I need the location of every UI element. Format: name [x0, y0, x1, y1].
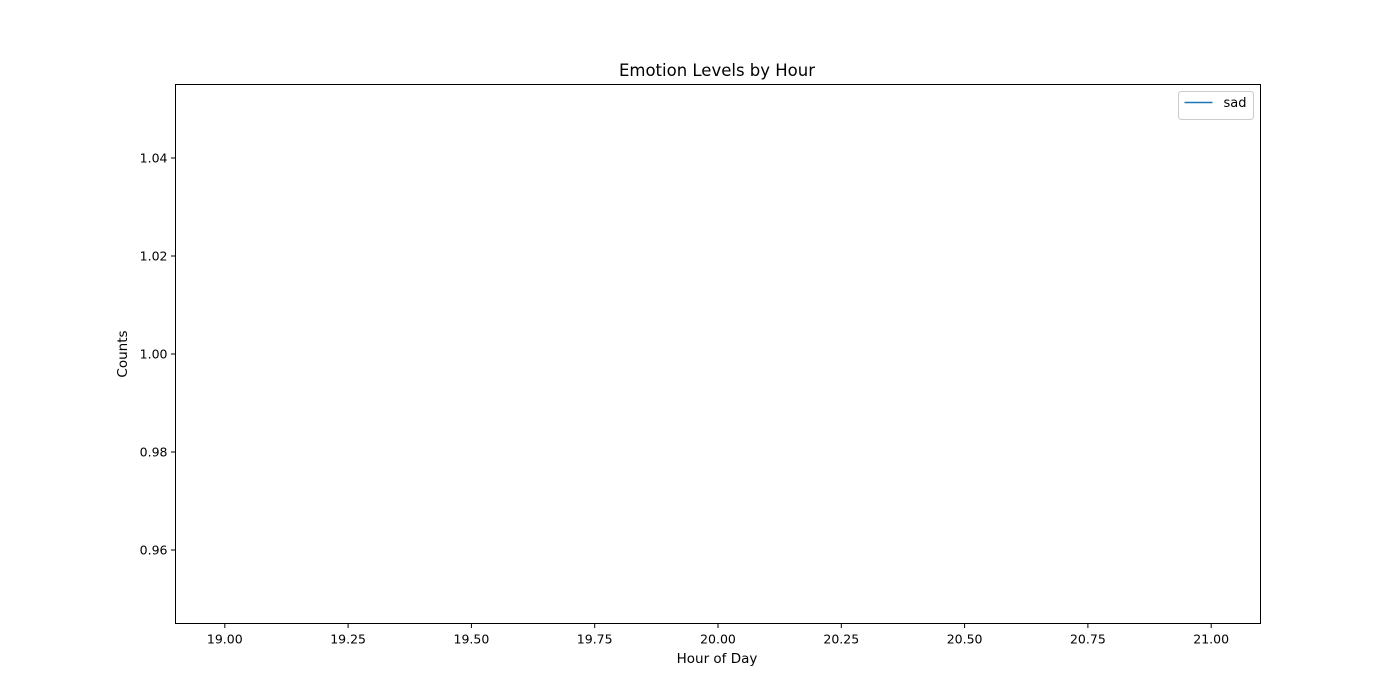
x-tick-label: 20.75 — [1070, 632, 1106, 647]
x-tick-label: 20.25 — [823, 632, 859, 647]
chart-title: Emotion Levels by Hour — [619, 61, 815, 80]
legend-box — [1178, 91, 1254, 120]
x-tick-label: 19.00 — [207, 632, 243, 647]
y-tick-label: 0.98 — [140, 445, 168, 460]
y-tick-label: 1.04 — [140, 151, 168, 166]
x-tick-label: 19.75 — [577, 632, 613, 647]
x-axis-label: Hour of Day — [677, 651, 758, 667]
x-axis: 19.00 19.25 19.50 19.75 20.00 20.25 20.50 20.75… — [207, 623, 1229, 647]
legend: sad — [1178, 91, 1254, 120]
x-tick-label: 21.00 — [1193, 632, 1229, 647]
plot-area — [175, 84, 1261, 624]
y-tick-label: 1.02 — [140, 249, 168, 264]
y-tick-label: 1.00 — [140, 347, 168, 362]
x-tick-label: 19.25 — [330, 632, 366, 647]
y-tick-label: 0.96 — [140, 543, 168, 558]
x-tick-label: 19.50 — [454, 632, 490, 647]
x-tick-label: 20.50 — [947, 632, 983, 647]
x-tick-label: 20.00 — [700, 632, 736, 647]
y-axis-label: Counts — [115, 330, 131, 377]
y-axis: 0.96 0.98 1.00 1.02 1.04 — [140, 151, 176, 558]
legend-label: sad — [1224, 96, 1247, 111]
